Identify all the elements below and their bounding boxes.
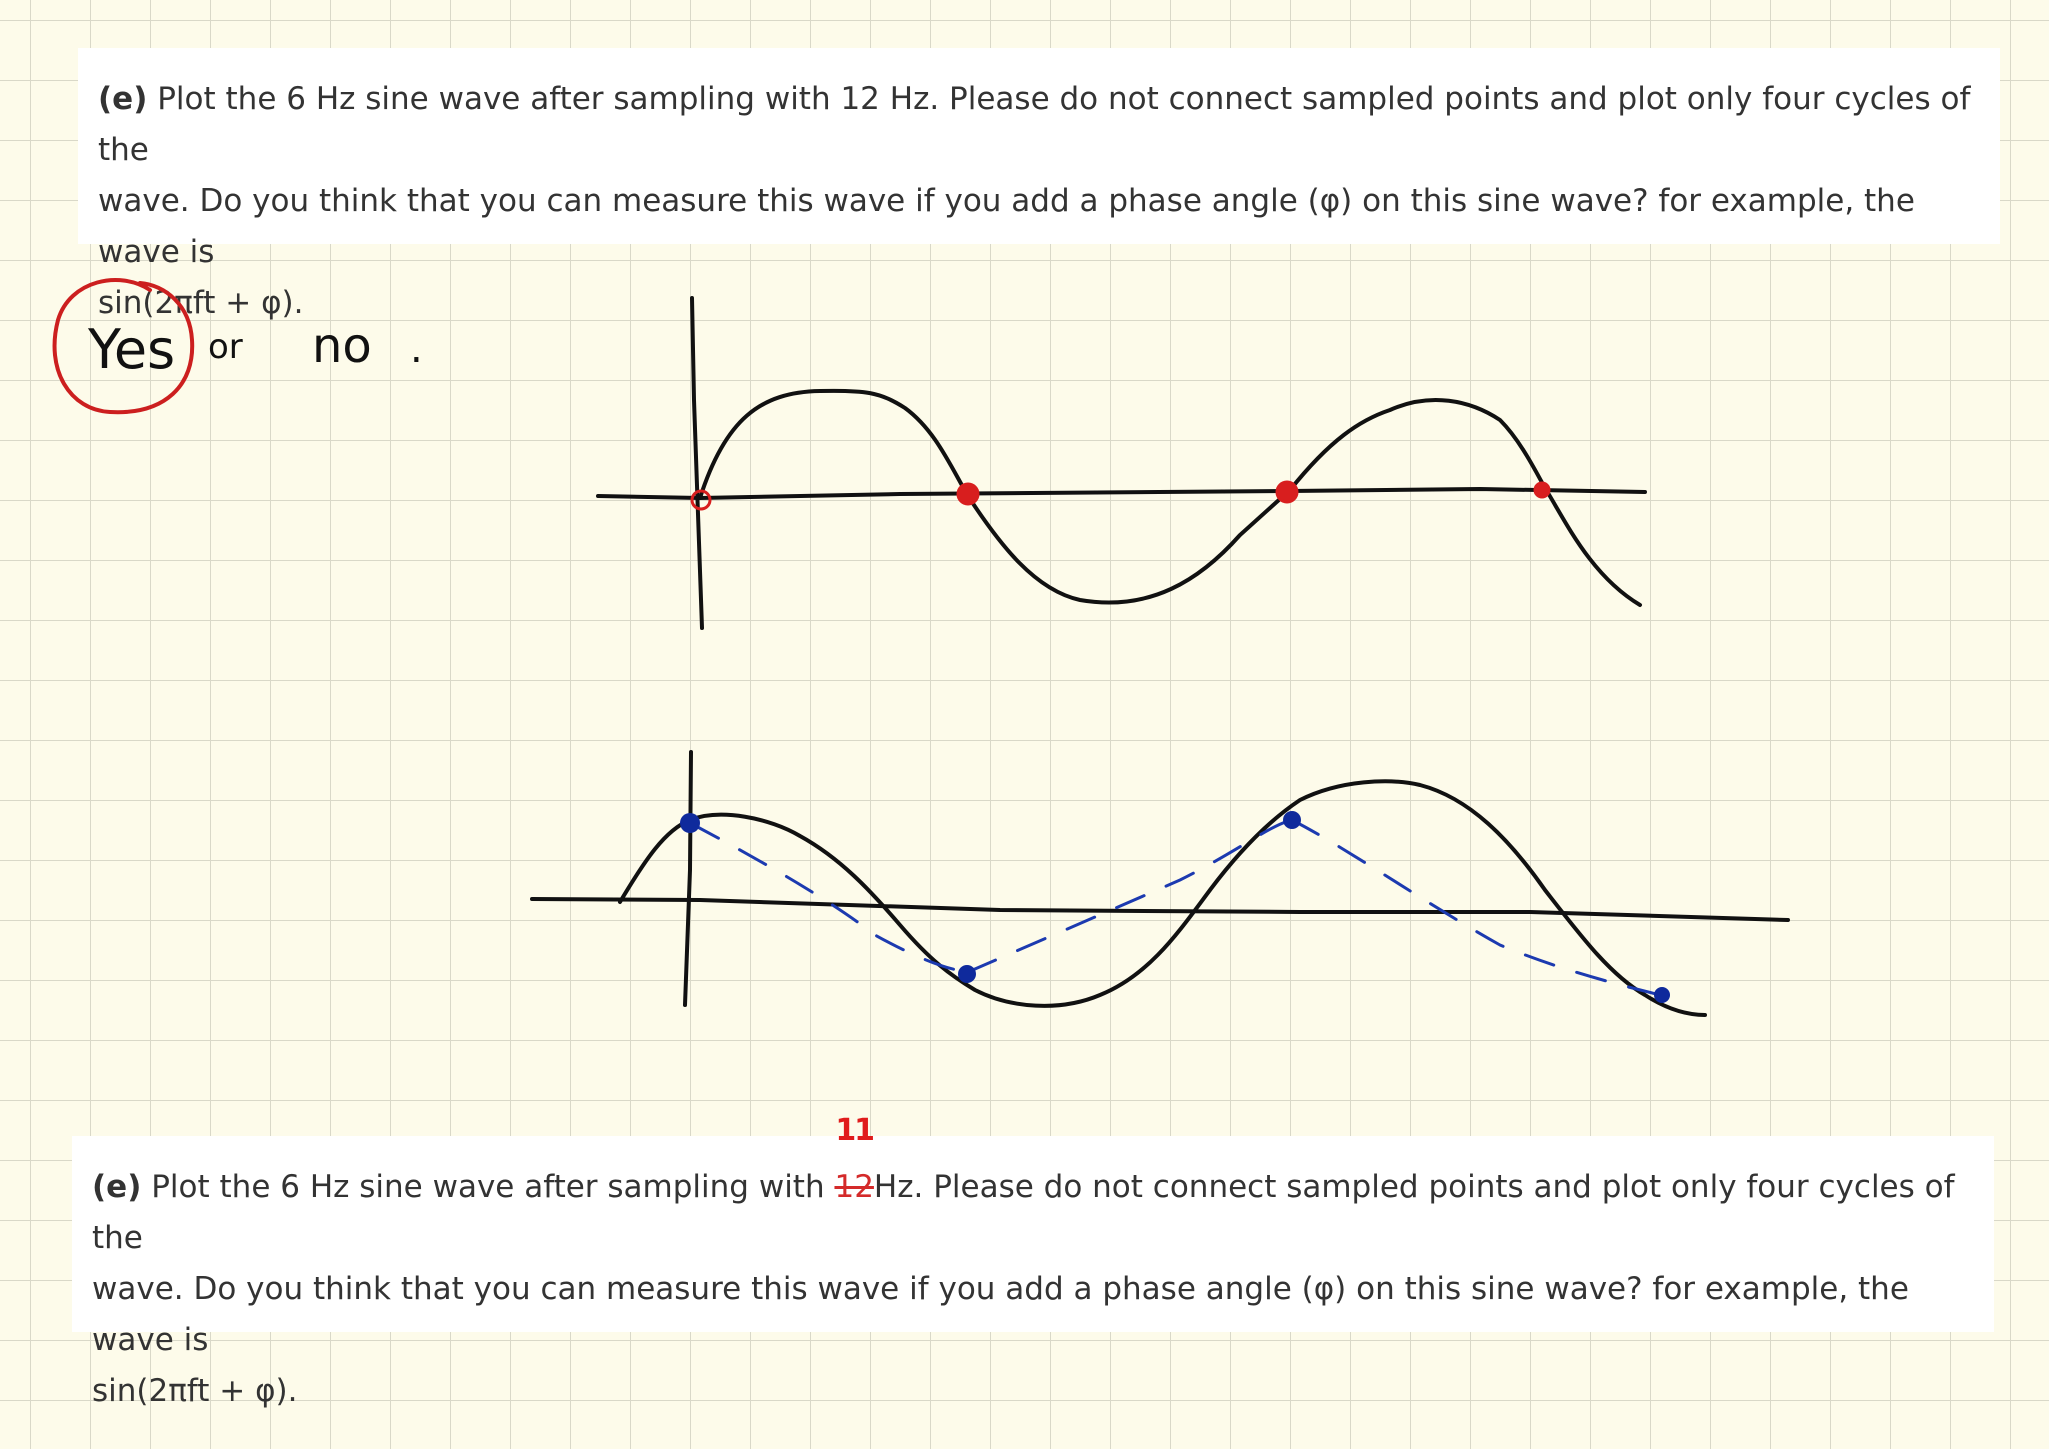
sample-point [1275,480,1299,504]
dashed-segment [690,822,970,974]
sample-point [956,482,980,506]
dashed-segment [1290,818,1662,997]
dashed-segment [966,818,1294,974]
question-text-1a: Plot the 6 Hz sine wave after sampling w… [151,1169,835,1205]
answer-dot: . [410,326,423,372]
question-text-1b: Hz. Please do not connect sampled points… [92,1169,1955,1256]
question-text-1: Plot the 6 Hz sine wave after sampling w… [98,81,1971,168]
plot-top-samples [690,480,1551,511]
plot-bottom-x-axis [530,897,1790,922]
struck-frequency: 12 [834,1169,874,1205]
plot-bottom-y-axis [683,750,693,1007]
sample-point [690,489,712,511]
question-line-2: wave. Do you think that you can measure … [92,1271,1909,1358]
sample-point [680,813,700,833]
question-label: (e) [92,1169,142,1205]
question-line-3: sin(2πft + φ). [92,1373,298,1409]
question-card-bottom: (e) Plot the 6 Hz sine wave after sampli… [72,1116,1994,1409]
handwritten-correction: 11 [835,1113,875,1148]
question-line-1: (e) Plot the 6 Hz sine wave after sampli… [98,74,1980,176]
question-label: (e) [98,81,148,117]
sample-point [1654,987,1670,1003]
sample-point [1283,811,1301,829]
question-card-top: (e) Plot the 6 Hz sine wave after sampli… [78,48,2000,321]
sample-point [1533,481,1551,499]
question-line-1: (e) Plot the 6 Hz sine wave after sampli… [92,1116,1974,1264]
plot-bottom-samples [680,811,1670,1003]
plot-bottom-sine-curve [618,779,1707,1017]
plot-bottom [530,750,1790,1017]
plot-top-y-axis [690,296,704,630]
plot-top-sine-curve [698,388,1642,607]
plot-top-x-axis [596,486,1647,501]
question-line-2: wave. Do you think that you can measure … [98,183,1915,270]
sample-point [958,965,976,983]
answer-or: or [208,327,243,367]
plot-top [596,296,1647,630]
plot-bottom-dashed-interpolation [690,818,1662,997]
frequency-correction: 12 11 [834,1116,875,1213]
question-line-3: sin(2πft + φ). [98,285,304,321]
